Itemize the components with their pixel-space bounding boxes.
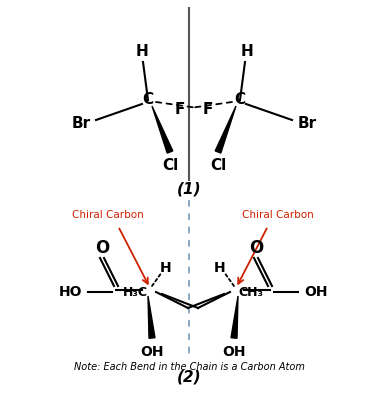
Polygon shape — [148, 296, 155, 338]
Text: Br: Br — [297, 116, 316, 132]
Text: HO: HO — [58, 285, 82, 299]
Text: C: C — [234, 92, 246, 108]
Text: H: H — [241, 44, 253, 59]
Text: Cl: Cl — [210, 158, 226, 173]
Text: C: C — [143, 92, 153, 108]
Text: Chiral Carbon: Chiral Carbon — [72, 210, 144, 220]
Polygon shape — [152, 106, 173, 153]
Text: O: O — [95, 239, 109, 257]
Text: H: H — [136, 44, 149, 59]
Text: H: H — [160, 261, 172, 275]
Text: F: F — [175, 103, 185, 118]
Text: OH: OH — [304, 285, 328, 299]
Text: Note: Each Bend in the Chain is a Carbon Atom: Note: Each Bend in the Chain is a Carbon… — [74, 362, 304, 372]
Text: H₃C: H₃C — [123, 285, 148, 299]
Text: F: F — [203, 103, 213, 118]
Text: O: O — [249, 239, 263, 257]
Text: OH: OH — [140, 345, 164, 359]
Text: H: H — [214, 261, 226, 275]
Polygon shape — [231, 296, 238, 338]
Text: CH₃: CH₃ — [238, 285, 263, 299]
Text: Chiral Carbon: Chiral Carbon — [242, 210, 314, 220]
Polygon shape — [215, 106, 236, 153]
Text: Cl: Cl — [162, 158, 178, 173]
Text: (1): (1) — [177, 182, 201, 197]
Text: Br: Br — [71, 116, 91, 132]
Text: OH: OH — [222, 345, 246, 359]
Text: (2): (2) — [177, 370, 201, 385]
